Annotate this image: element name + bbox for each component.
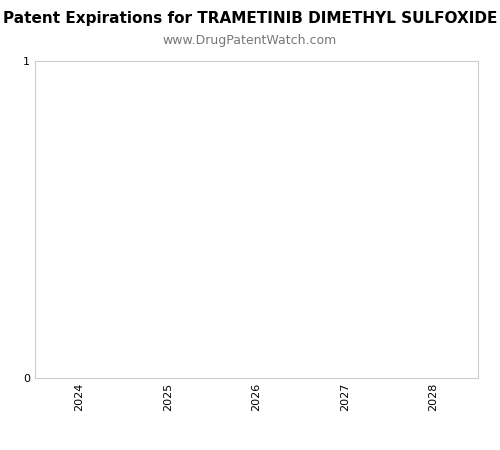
Text: Patent Expirations for TRAMETINIB DIMETHYL SULFOXIDE: Patent Expirations for TRAMETINIB DIMETH…: [3, 11, 497, 26]
Text: www.DrugPatentWatch.com: www.DrugPatentWatch.com: [163, 34, 337, 47]
